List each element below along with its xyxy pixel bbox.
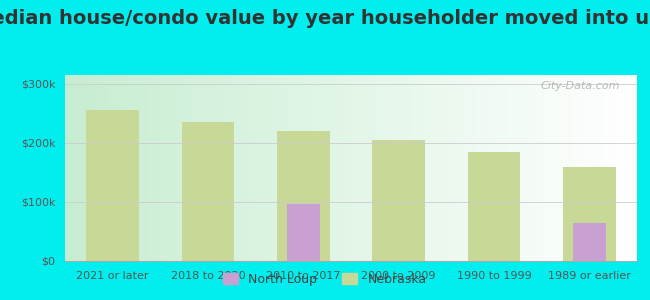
Text: City-Data.com: City-Data.com — [540, 81, 620, 91]
Bar — [372, 140, 425, 261]
Bar — [182, 122, 234, 261]
Bar — [86, 110, 139, 261]
Bar — [468, 152, 520, 261]
Bar — [563, 167, 616, 261]
Bar — [573, 223, 606, 261]
Bar — [277, 131, 330, 261]
Bar — [287, 204, 320, 261]
Text: Median house/condo value by year householder moved into unit: Median house/condo value by year househo… — [0, 9, 650, 28]
Legend: North Loup, Nebraska: North Loup, Nebraska — [218, 268, 432, 291]
